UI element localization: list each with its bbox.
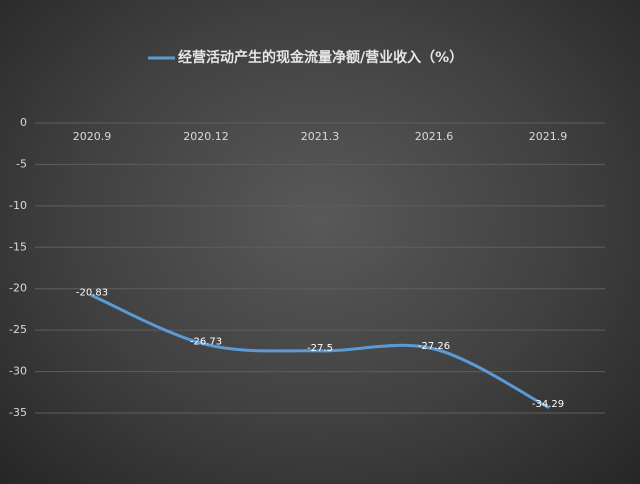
series-line <box>90 294 550 409</box>
x-tick-label: 2021.6 <box>415 130 454 143</box>
data-label: -34.29 <box>532 399 564 410</box>
y-tick-label: -15 <box>9 240 27 253</box>
y-tick-label: -30 <box>9 365 27 378</box>
x-tick-label: 2020.9 <box>73 130 112 143</box>
data-label: -20.83 <box>76 288 108 299</box>
legend-label: 经营活动产生的现金流量净额/营业收入（%） <box>178 49 463 66</box>
y-tick-label: 0 <box>20 116 27 129</box>
x-tick-label: 2021.9 <box>529 130 568 143</box>
y-tick-label: -25 <box>9 323 27 336</box>
data-label: -27.5 <box>307 343 333 354</box>
y-tick-label: -20 <box>9 282 27 295</box>
y-tick-label: -10 <box>9 199 27 212</box>
y-tick-label: -35 <box>9 406 27 419</box>
data-label: -27.26 <box>418 341 450 352</box>
data-label: -26.73 <box>190 336 222 347</box>
x-tick-label: 2020.12 <box>183 130 229 143</box>
y-tick-label: -5 <box>16 157 27 170</box>
x-tick-label: 2021.3 <box>301 130 340 143</box>
